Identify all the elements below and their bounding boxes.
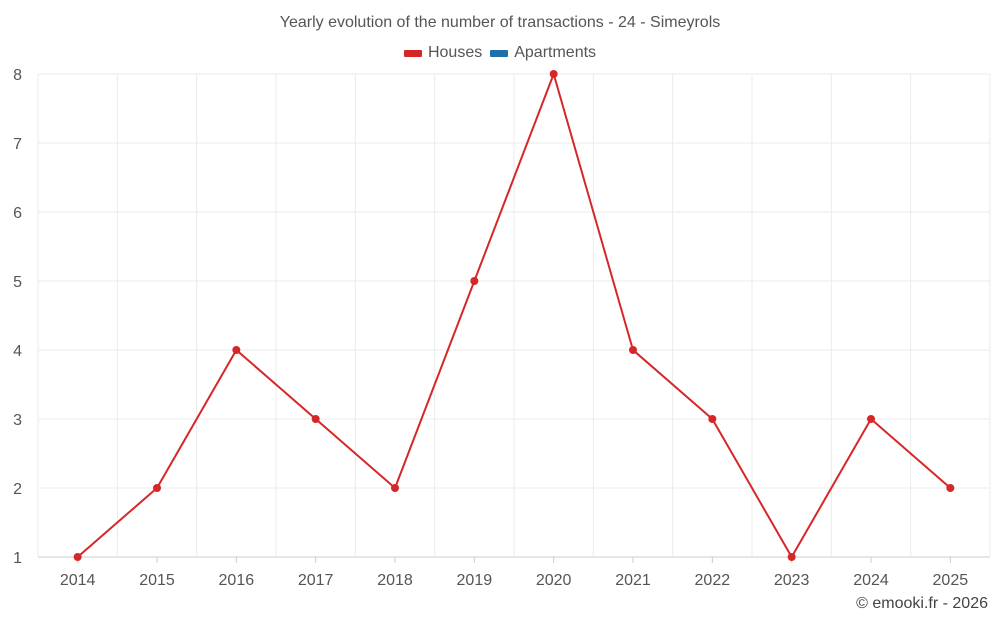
data-point[interactable] <box>629 346 637 354</box>
legend-item-apartments[interactable]: Apartments <box>490 44 596 62</box>
x-tick-label: 2024 <box>853 572 889 589</box>
x-tick-label: 2014 <box>60 572 96 589</box>
x-tick-label: 2023 <box>774 572 810 589</box>
credit-text: © emooki.fr - 2026 <box>856 595 988 612</box>
chart-title: Yearly evolution of the number of transa… <box>279 14 721 31</box>
y-tick-label: 6 <box>13 205 22 222</box>
y-tick-label: 1 <box>13 550 22 567</box>
x-tick-label: 2022 <box>695 572 731 589</box>
data-point[interactable] <box>946 484 955 492</box>
legend-swatch-houses <box>403 49 422 57</box>
data-point[interactable] <box>311 415 320 423</box>
x-tick-label: 2019 <box>457 572 493 589</box>
data-point[interactable] <box>73 553 82 561</box>
y-tick-label: 2 <box>13 481 22 498</box>
y-tick-label: 5 <box>13 274 22 291</box>
data-point[interactable] <box>708 415 717 423</box>
legend-label-apartments: Apartments <box>514 44 597 61</box>
legend-item-houses[interactable]: Houses <box>403 44 483 62</box>
x-tick-label: 2015 <box>139 572 175 589</box>
x-tick-label: 2020 <box>536 572 572 589</box>
legend-swatch-apartments <box>490 49 509 57</box>
data-point[interactable] <box>153 484 161 492</box>
y-tick-label: 8 <box>13 67 22 84</box>
axes: 1 2 3 4 5 6 7 8 2014 2015 2016 2017 2018 2019 2020 2021… <box>13 67 968 589</box>
data-point[interactable] <box>787 553 796 561</box>
series <box>73 70 955 561</box>
y-tick-label: 3 <box>13 412 22 429</box>
x-tick-label: 2016 <box>219 572 255 589</box>
data-point[interactable] <box>391 484 399 492</box>
grid <box>37 73 991 558</box>
x-tick-label: 2025 <box>933 572 969 589</box>
data-point[interactable] <box>470 277 479 285</box>
y-tick-label: 4 <box>13 343 22 360</box>
data-point[interactable] <box>232 346 241 354</box>
data-point[interactable] <box>549 70 558 78</box>
legend-label-houses: Houses <box>427 44 483 61</box>
x-tick-label: 2021 <box>615 572 651 589</box>
x-tick-label: 2017 <box>298 572 334 589</box>
y-tick-label: 7 <box>13 136 22 153</box>
series-line-houses <box>77 73 951 558</box>
data-point[interactable] <box>867 415 875 423</box>
legend: Houses Apartments <box>0 44 1000 62</box>
x-tick-label: 2018 <box>377 572 413 589</box>
